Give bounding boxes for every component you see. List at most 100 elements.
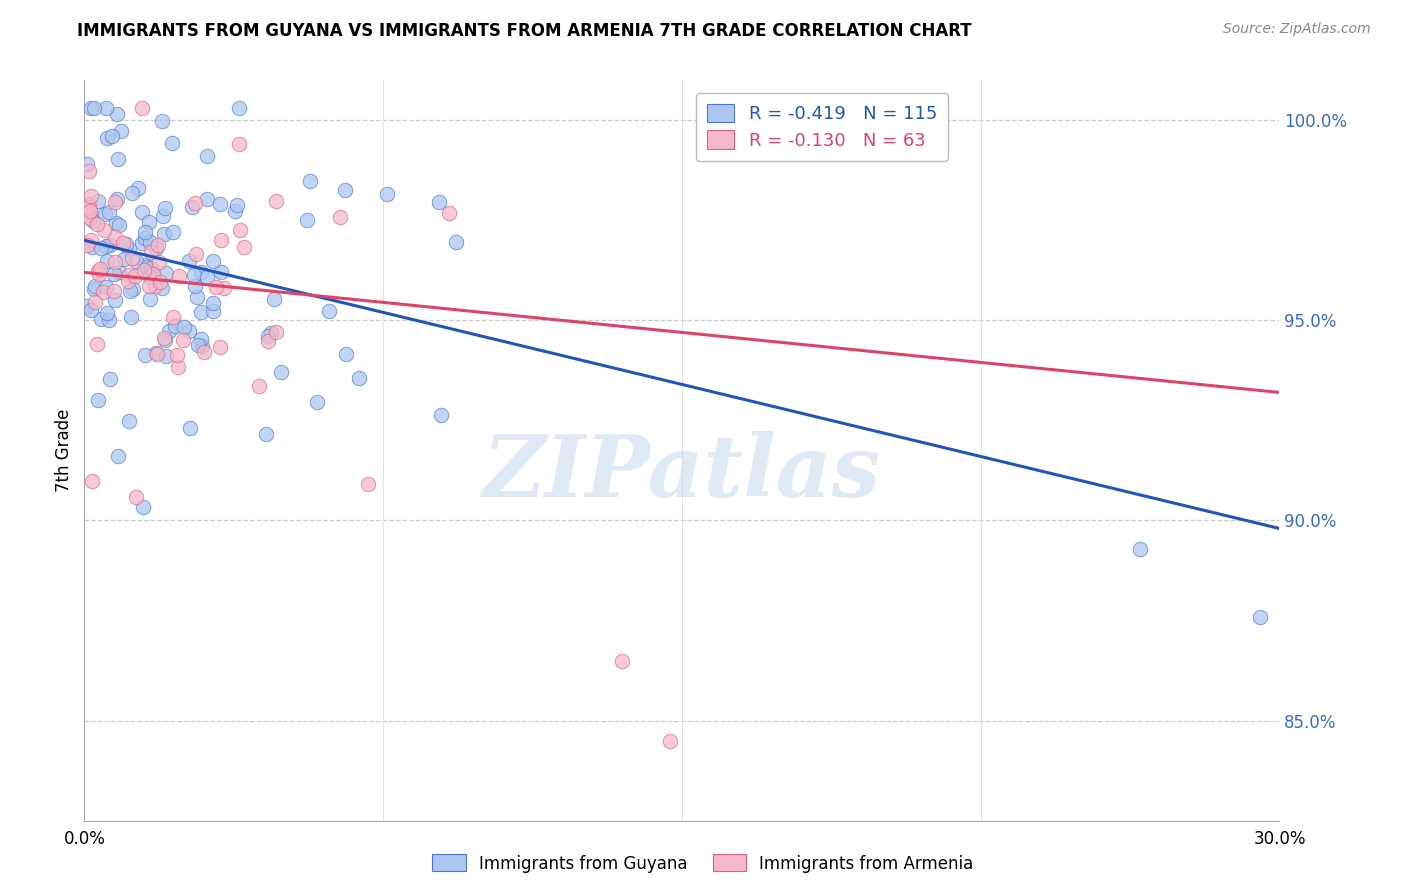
Point — [228, 136, 250, 151]
Point — [139, 244, 162, 259]
Point — [96, 130, 118, 145]
Point — [166, 348, 188, 362]
Point — [1129, 541, 1152, 556]
Point — [97, 204, 120, 219]
Point — [202, 296, 225, 310]
Point — [112, 235, 135, 250]
Point — [77, 200, 100, 214]
Point — [162, 136, 184, 151]
Text: Source: ZipAtlas.com: Source: ZipAtlas.com — [1223, 22, 1371, 37]
Point — [131, 236, 153, 251]
Point — [444, 235, 467, 249]
Point — [104, 216, 127, 230]
Point — [118, 414, 141, 428]
Point — [98, 237, 121, 252]
Point — [186, 290, 208, 304]
Point — [134, 258, 156, 272]
Point — [79, 203, 101, 218]
Point — [163, 318, 186, 333]
Point — [101, 129, 124, 144]
Point — [110, 123, 132, 137]
Point — [180, 201, 202, 215]
Point — [270, 365, 292, 379]
Point — [209, 265, 232, 279]
Point — [87, 268, 110, 282]
Point — [103, 284, 125, 298]
Point — [155, 266, 177, 280]
Point — [153, 202, 176, 216]
Point — [83, 278, 105, 293]
Point — [205, 280, 228, 294]
Point — [177, 324, 200, 338]
Point — [612, 654, 634, 668]
Point — [149, 275, 172, 289]
Point — [195, 269, 218, 284]
Point — [125, 253, 148, 268]
Text: ZIPatlas: ZIPatlas — [482, 431, 882, 515]
Point — [118, 242, 141, 256]
Point — [659, 733, 682, 747]
Point — [132, 500, 155, 515]
Point — [190, 304, 212, 318]
Point — [177, 254, 200, 268]
Point — [187, 338, 209, 352]
Point — [134, 225, 156, 239]
Point — [173, 319, 195, 334]
Point — [136, 260, 159, 274]
Point — [132, 262, 155, 277]
Point — [152, 209, 174, 223]
Point — [121, 252, 143, 266]
Point — [103, 267, 125, 281]
Point — [1249, 609, 1271, 624]
Point — [172, 333, 194, 347]
Point — [79, 101, 101, 115]
Point — [117, 274, 139, 288]
Point — [347, 371, 370, 385]
Point — [191, 339, 214, 353]
Point — [430, 409, 453, 423]
Point — [107, 264, 129, 278]
Point — [254, 426, 277, 441]
Point — [79, 163, 101, 178]
Point — [94, 207, 117, 221]
Point — [96, 253, 118, 268]
Point — [146, 237, 169, 252]
Point — [98, 313, 121, 327]
Point — [100, 372, 122, 386]
Point — [209, 197, 232, 211]
Point — [193, 345, 215, 359]
Point — [107, 449, 129, 463]
Point — [184, 247, 207, 261]
Point — [145, 347, 167, 361]
Point — [229, 223, 252, 237]
Point — [96, 306, 118, 320]
Point — [209, 233, 232, 247]
Point — [90, 241, 112, 255]
Point — [120, 310, 142, 324]
Point — [150, 114, 173, 128]
Point — [232, 239, 254, 253]
Point — [142, 267, 165, 281]
Point — [83, 282, 105, 296]
Point — [134, 231, 156, 245]
Point — [184, 196, 207, 211]
Point — [375, 186, 398, 201]
Point — [84, 295, 107, 310]
Point — [124, 268, 146, 283]
Point — [134, 348, 156, 362]
Point — [107, 218, 129, 232]
Point — [79, 189, 101, 203]
Point — [264, 194, 287, 209]
Point — [295, 212, 318, 227]
Point — [87, 264, 110, 278]
Point — [104, 254, 127, 268]
Point — [427, 195, 450, 210]
Point — [190, 332, 212, 346]
Point — [208, 340, 231, 354]
Legend: Immigrants from Guyana, Immigrants from Armenia: Immigrants from Guyana, Immigrants from … — [426, 847, 980, 880]
Point — [114, 236, 136, 251]
Point — [76, 237, 98, 252]
Text: IMMIGRANTS FROM GUYANA VS IMMIGRANTS FROM ARMENIA 7TH GRADE CORRELATION CHART: IMMIGRANTS FROM GUYANA VS IMMIGRANTS FRO… — [77, 22, 972, 40]
Point — [153, 227, 176, 242]
Point — [299, 174, 322, 188]
